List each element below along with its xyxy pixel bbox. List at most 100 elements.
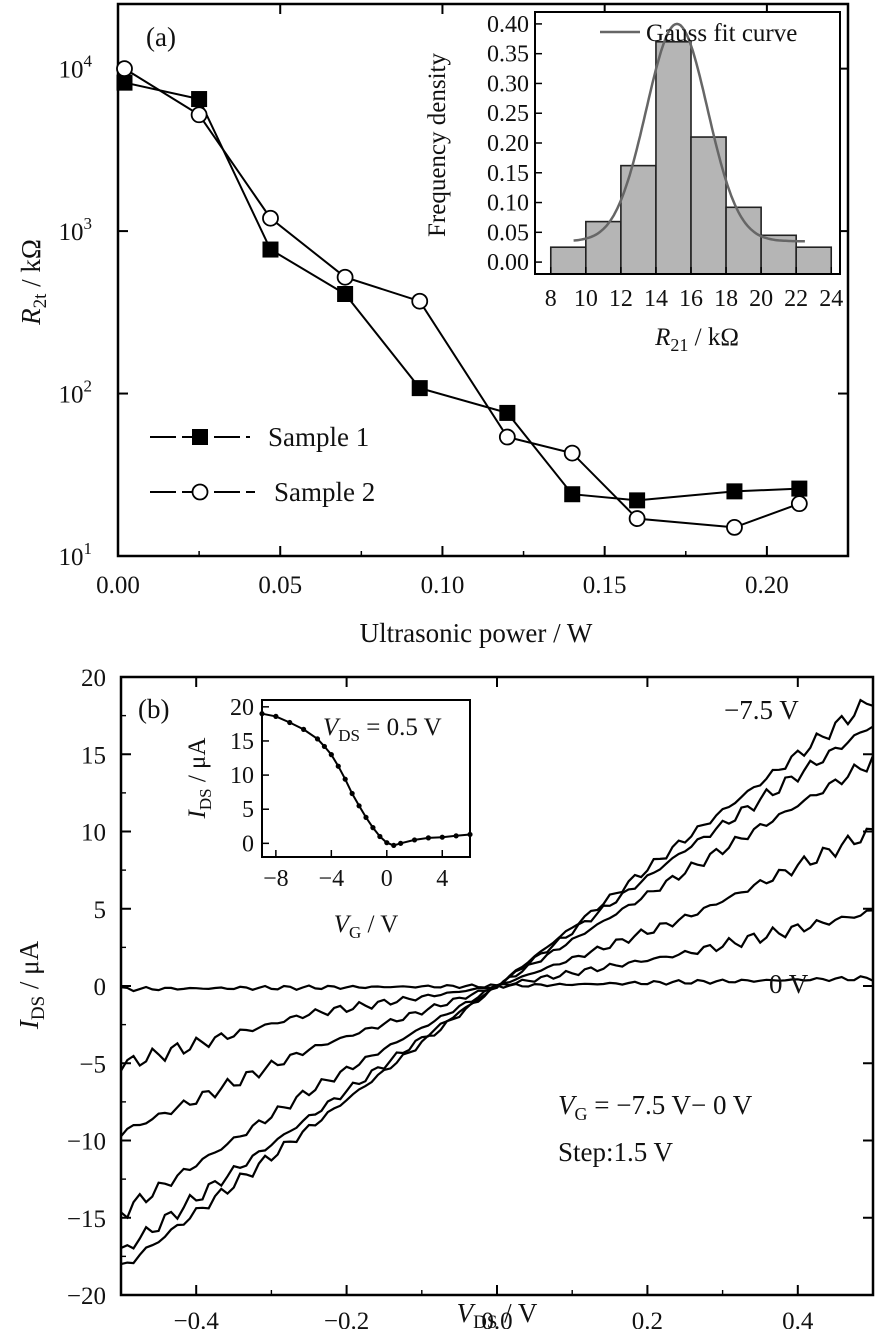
- transfer-point: [349, 790, 355, 797]
- panel-b-inset: −8 −4 0 4 0 5 10 15 20 VDS = 0.5 V VG / V IDS / …: [184, 695, 473, 942]
- inset-b-y-axis-label: IDS / μA: [184, 738, 215, 820]
- y-tick-label-a: 103: [59, 214, 93, 246]
- inset-a-y-tick-label: 0.15: [487, 161, 529, 187]
- inset-b-y-tick-label: 0: [242, 831, 254, 857]
- panel-b-series: [120, 698, 875, 1266]
- series-1-point: [262, 241, 279, 258]
- histogram-bar: [620, 164, 657, 275]
- series-2-point: [262, 209, 279, 227]
- inset-a-y-tick-label: 0.20: [487, 131, 529, 157]
- inset-a-y-tick-label: 0.35: [487, 42, 529, 68]
- histogram-bar: [655, 40, 692, 275]
- series-line-2: [123, 67, 800, 529]
- transfer-point: [453, 833, 459, 839]
- annotation-vg-zero: 0 V: [769, 969, 809, 999]
- inset-a-x-tick-label: 12: [609, 286, 633, 312]
- inset-a-x-axis-label: R21 / kΩ: [654, 324, 739, 355]
- series-2-point: [563, 444, 581, 462]
- series-2-point: [726, 518, 743, 536]
- series-line-1: [124, 81, 800, 502]
- x-tick-label-a: 0.00: [96, 572, 140, 599]
- transfer-point: [356, 803, 362, 809]
- inset-b-y-tick-label: 15: [230, 729, 254, 755]
- transfer-point: [439, 834, 445, 840]
- transfer-point: [384, 840, 390, 846]
- y-tick-label-a: 101: [59, 539, 93, 571]
- series-2-point: [411, 292, 429, 310]
- histogram-bar: [549, 246, 587, 275]
- series-1-point: [791, 480, 808, 497]
- transfer-point: [411, 837, 418, 843]
- series-1-point: [564, 486, 581, 503]
- series-1-point: [726, 483, 743, 500]
- panel-b: (b) −0.4 −0.2 0.0 0.2 0.4 −20 −15 −10 −5 0 5 10 15 20…: [14, 665, 875, 1329]
- y-tick-exponent: 3: [84, 214, 93, 233]
- inset-a-plot: 8 10 12 14 16 18 20 22 24 0.00 0.05 0.10 0.15 0.20 0.2…: [487, 12, 843, 312]
- series-1-point: [337, 286, 354, 303]
- y-tick-base: 10: [59, 544, 84, 571]
- y-tick-label-b: −20: [67, 1283, 106, 1310]
- y-tick-label-b: −15: [67, 1206, 106, 1233]
- transfer-point: [391, 842, 397, 848]
- transfer-point: [328, 752, 334, 758]
- inset-a-x-tick-label: 14: [644, 286, 668, 312]
- inset-b-x-tick-label: −4: [319, 866, 345, 892]
- y-tick-label-b: 0: [94, 974, 107, 1001]
- histogram-bar: [795, 246, 833, 275]
- inset-a-y-axis-label: Frequency density: [424, 53, 451, 237]
- transfer-point: [335, 763, 341, 769]
- panel-b-axes: −0.4 −0.2 0.0 0.2 0.4 −20 −15 −10 −5 0 5 10 15 20: [67, 665, 874, 1329]
- series-1-point: [191, 91, 208, 108]
- annotation-vg-range: VG = −7.5 V− 0 V: [558, 1090, 753, 1124]
- legend-marker-sample-1: [192, 429, 208, 445]
- inset-a-y-tick-label: 0.40: [487, 12, 529, 38]
- inset-a-x-tick-label: 16: [679, 286, 703, 312]
- y-tick-label-b: 15: [81, 742, 106, 769]
- inset-b-plot: −8 −4 0 4 0 5 10 15 20: [230, 695, 473, 892]
- panel-a-legend: Sample 1 Sample 2: [150, 422, 375, 507]
- inset-b-frame: [261, 699, 471, 858]
- inset-a-x-tick-label: 10: [574, 286, 598, 312]
- series-2-point: [190, 106, 208, 124]
- annotation-step: Step:1.5 V: [558, 1137, 674, 1167]
- y-tick-exponent: 4: [84, 52, 93, 71]
- y-tick-exponent: 2: [84, 377, 93, 396]
- iv-curve: [120, 827, 874, 1138]
- y-tick-base: 10: [59, 57, 84, 84]
- inset-a-x-tick-label: 22: [784, 286, 808, 312]
- inset-a-y-tick-label: 0.25: [487, 101, 529, 127]
- transfer-point: [301, 726, 307, 732]
- y-tick-label-a: 102: [59, 377, 93, 409]
- y-tick-exponent: 1: [84, 539, 93, 558]
- x-tick-label-b: −0.4: [174, 1308, 220, 1329]
- inset-b-x-tick-label: 0: [381, 866, 393, 892]
- transfer-point: [287, 719, 293, 726]
- x-tick-label-a: 0.20: [745, 572, 789, 599]
- inset-b-annotation: VDS = 0.5 V: [323, 714, 442, 745]
- transfer-point: [342, 776, 348, 782]
- gauss-fit-curve: [573, 22, 805, 243]
- x-tick-label-b: −0.2: [324, 1308, 369, 1329]
- histogram-bar: [725, 206, 762, 275]
- series-1-point: [116, 74, 133, 91]
- series-1-point: [499, 404, 516, 421]
- transfer-point: [273, 713, 279, 719]
- inset-a-legend-label: Gauss fit curve: [646, 20, 797, 47]
- x-tick-label-b: 0.0: [481, 1308, 512, 1329]
- y-tick-label-b: 5: [94, 897, 107, 924]
- panel-a-frame: [116, 2, 850, 558]
- series-1-point: [411, 380, 428, 397]
- inset-a-y-tick-label: 0.05: [487, 220, 529, 246]
- series-2-point: [790, 495, 808, 513]
- histogram-bar: [760, 234, 797, 275]
- inset-b-y-tick-label: 20: [230, 695, 254, 721]
- transfer-point: [314, 736, 321, 742]
- iv-curve: [120, 755, 875, 1220]
- inset-b-y-tick-label: 10: [230, 763, 254, 789]
- transfer-point: [370, 825, 376, 831]
- y-tick-base: 10: [59, 382, 84, 409]
- y-tick-label-b: 10: [81, 820, 106, 847]
- iv-curve: [120, 975, 874, 993]
- inset-a-frame: [534, 11, 841, 275]
